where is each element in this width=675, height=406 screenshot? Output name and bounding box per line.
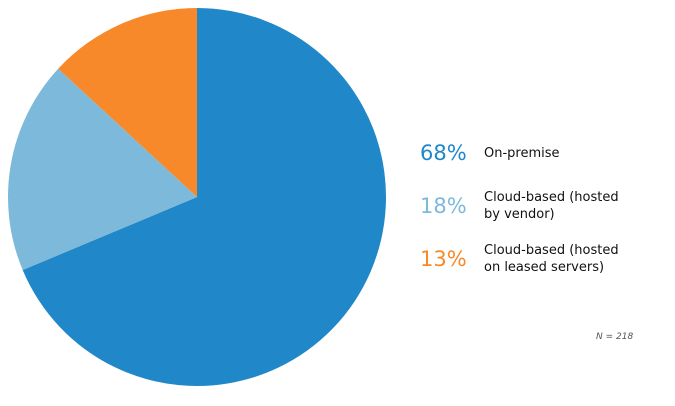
chart: [8, 8, 386, 386]
pie-slice: [58, 8, 197, 197]
legend-label: Cloud-based (hosted by vendor): [484, 190, 619, 222]
pie-slice: [22, 8, 386, 386]
legend-item: 13% Cloud-based (hosted on leased servers…: [420, 242, 634, 276]
value-label: 68%: [420, 141, 467, 165]
value-label: 13%: [420, 247, 467, 271]
legend-label: Cloud-based (hosted on leased servers): [484, 243, 619, 275]
pie-slice: [8, 68, 198, 271]
legend-label: On-premise: [484, 145, 560, 161]
value-label: 18%: [420, 194, 467, 218]
legend-item: 68% On-premise: [420, 136, 644, 170]
note: N = 218: [596, 332, 634, 342]
legend-item: 18% Cloud-based (hosted by vendor): [420, 189, 634, 223]
